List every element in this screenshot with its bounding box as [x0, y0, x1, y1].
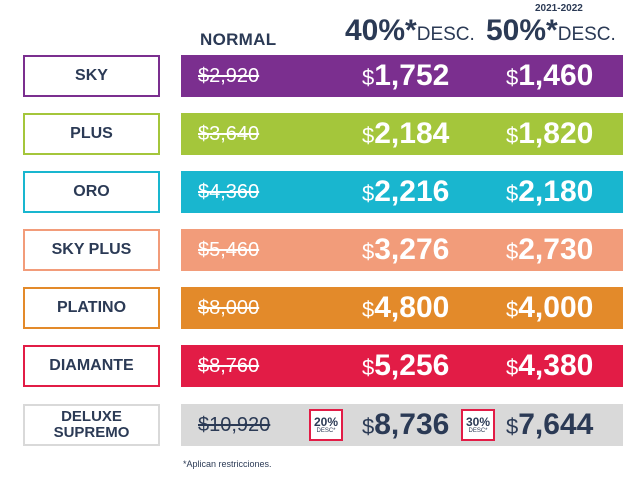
header-40-label: DESC. — [416, 24, 475, 45]
price-40: $3,276 — [362, 233, 449, 267]
badge-percent: 30% — [465, 414, 491, 429]
plan-label: DELUXE SUPREMO — [23, 404, 160, 446]
price-row: ORO $4,360 $2,216 $2,180 — [0, 171, 640, 213]
price-bar — [181, 345, 623, 387]
currency-symbol: $ — [362, 297, 375, 322]
price-row-deluxe: DELUXE SUPREMO $10,920 20% DESC* $8,736 … — [0, 404, 640, 446]
header-40-discount: 40%*DESC. — [345, 14, 475, 48]
price-30-value: 7,644 — [518, 408, 594, 441]
plan-label: PLUS — [23, 113, 160, 155]
price-40-value: 5,256 — [374, 349, 450, 382]
price-50: $2,730 — [506, 233, 593, 267]
currency-symbol: $ — [506, 181, 519, 206]
header-50-discount: 50%*DESC. — [486, 14, 616, 48]
currency-symbol: $ — [506, 414, 519, 439]
badge-desc: DESC* — [316, 427, 336, 434]
normal-price: $10,920 — [198, 414, 271, 436]
header-year: 2021-2022 — [535, 3, 583, 14]
currency-symbol: $ — [506, 65, 519, 90]
price-40: $2,216 — [362, 175, 449, 209]
plan-label: SKY PLUS — [23, 229, 160, 271]
currency-symbol: $ — [362, 239, 375, 264]
price-row: SKY PLUS $5,460 $3,276 $2,730 — [0, 229, 640, 271]
currency-symbol: $ — [362, 123, 375, 148]
plan-label-line2: SUPREMO — [53, 424, 130, 441]
normal-price: $5,460 — [198, 239, 260, 261]
price-row: PLATINO $8,000 $4,800 $4,000 — [0, 287, 640, 329]
currency-symbol: $ — [362, 181, 375, 206]
price-40: $4,800 — [362, 291, 449, 325]
price-row: DIAMANTE $8,760 $5,256 $4,380 — [0, 345, 640, 387]
currency-symbol: $ — [362, 355, 375, 380]
currency-symbol: $ — [506, 297, 519, 322]
price-50: $1,460 — [506, 59, 593, 93]
price-bar — [181, 113, 623, 155]
price-20-value: 8,736 — [374, 408, 450, 441]
currency-symbol: $ — [506, 355, 519, 380]
price-50-value: 4,380 — [518, 349, 594, 382]
normal-price: $4,360 — [198, 181, 260, 203]
price-40-value: 4,800 — [374, 291, 450, 324]
price-bar — [181, 404, 623, 446]
discount-badge-30: 30% DESC* — [461, 409, 495, 441]
price-bar — [181, 229, 623, 271]
price-40: $2,184 — [362, 117, 449, 151]
price-50-value: 2,180 — [518, 175, 594, 208]
price-50-value: 4,000 — [518, 291, 594, 324]
discount-badge-20: 20% DESC* — [309, 409, 343, 441]
plan-label: PLATINO — [23, 287, 160, 329]
price-row: SKY $2,920 $1,752 $1,460 — [0, 55, 640, 97]
price-40-value: 2,184 — [374, 117, 450, 150]
price-40: $1,752 — [362, 59, 449, 93]
plan-label: ORO — [23, 171, 160, 213]
plan-label: SKY — [23, 55, 160, 97]
header-normal: NORMAL — [200, 30, 277, 49]
normal-price: $8,760 — [198, 355, 260, 377]
badge-percent: 20% — [313, 414, 339, 429]
price-30: $7,644 — [506, 408, 593, 442]
price-50: $1,820 — [506, 117, 593, 151]
price-50: $4,380 — [506, 349, 593, 383]
normal-price: $3,640 — [198, 123, 260, 145]
currency-symbol: $ — [506, 123, 519, 148]
price-bar — [181, 55, 623, 97]
price-50-value: 1,820 — [518, 117, 594, 150]
price-20: $8,736 — [362, 408, 449, 442]
plan-label: DIAMANTE — [23, 345, 160, 387]
currency-symbol: $ — [362, 65, 375, 90]
price-50: $2,180 — [506, 175, 593, 209]
price-50-value: 2,730 — [518, 233, 594, 266]
header-50-label: DESC. — [557, 24, 616, 45]
price-40-value: 3,276 — [374, 233, 450, 266]
footnote: *Aplican restricciones. — [183, 459, 272, 469]
price-row: PLUS $3,640 $2,184 $1,820 — [0, 113, 640, 155]
currency-symbol: $ — [362, 414, 375, 439]
normal-price: $2,920 — [198, 65, 260, 87]
header-50-value: 50%* — [486, 14, 558, 47]
plan-label-line1: DELUXE — [61, 408, 122, 425]
header-40-value: 40%* — [345, 14, 417, 47]
price-40-value: 2,216 — [374, 175, 450, 208]
currency-symbol: $ — [506, 239, 519, 264]
price-50: $4,000 — [506, 291, 593, 325]
price-40: $5,256 — [362, 349, 449, 383]
price-50-value: 1,460 — [518, 59, 594, 92]
price-bar — [181, 287, 623, 329]
price-bar — [181, 171, 623, 213]
price-40-value: 1,752 — [374, 59, 450, 92]
badge-desc: DESC* — [468, 427, 488, 434]
normal-price: $8,000 — [198, 297, 260, 319]
